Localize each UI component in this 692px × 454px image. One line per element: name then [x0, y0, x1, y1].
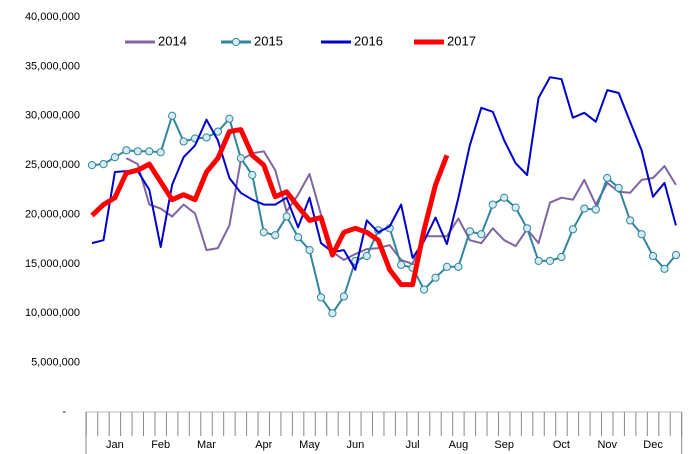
x-tick-label: Oct: [553, 439, 570, 451]
point-marker: [488, 200, 497, 209]
point-marker: [397, 260, 406, 269]
point-marker: [580, 204, 589, 213]
point-marker: [614, 183, 623, 192]
point-marker: [500, 193, 509, 202]
x-tick-label: Feb: [151, 439, 170, 451]
point-marker: [168, 111, 177, 120]
legend-marker: [231, 37, 241, 47]
point-marker: [213, 127, 223, 136]
point-marker: [248, 170, 257, 180]
x-tick-label: Jun: [346, 439, 364, 451]
x-tick-label: May: [299, 439, 320, 451]
point-marker: [557, 252, 566, 262]
point-marker: [99, 160, 108, 169]
y-tick-label: 25,000,000: [25, 159, 80, 171]
x-tick-label: Mar: [197, 439, 216, 451]
point-marker: [328, 309, 337, 318]
point-marker: [236, 154, 245, 163]
point-marker: [442, 262, 452, 271]
point-marker: [534, 256, 543, 266]
legend-label: 2014: [158, 33, 187, 48]
point-marker: [110, 153, 120, 162]
point-marker: [648, 251, 658, 261]
point-marker: [179, 137, 188, 146]
point-marker: [133, 147, 142, 156]
series-line: [90, 127, 450, 288]
y-tick-label: 35,000,000: [25, 60, 80, 72]
y-tick-label: 5,000,000: [31, 357, 80, 369]
series-line: [91, 76, 677, 271]
point-marker: [316, 293, 326, 302]
point-marker: [225, 114, 234, 123]
x-tick-label: Sep: [494, 439, 514, 451]
y-tick-label: 40,000,000: [25, 11, 80, 23]
x-tick-label: Apr: [255, 439, 272, 451]
legend-label: 2016: [354, 33, 383, 48]
point-marker: [294, 233, 303, 242]
y-tick-label: 10,000,000: [25, 307, 80, 319]
series-line: [91, 114, 677, 315]
x-tick-label: Jul: [406, 439, 420, 451]
legend-label: 2017: [447, 33, 476, 48]
point-marker: [122, 146, 131, 155]
x-tick-label: Jan: [106, 439, 124, 451]
y-tick-label: 20,000,000: [25, 208, 80, 220]
y-tick-label: 30,000,000: [25, 110, 80, 122]
point-marker: [603, 173, 612, 183]
point-marker: [145, 147, 154, 156]
point-marker: [568, 225, 578, 234]
x-tick-label: Dec: [643, 439, 663, 451]
point-marker: [591, 205, 600, 214]
point-marker: [271, 231, 280, 240]
y-tick-label: -: [62, 406, 66, 418]
x-tick-label: Nov: [597, 439, 617, 451]
point-marker: [87, 161, 97, 170]
point-marker: [637, 230, 646, 239]
point-marker: [362, 251, 371, 261]
point-marker: [305, 245, 314, 255]
point-marker: [339, 292, 348, 301]
y-tick-label: 15,000,000: [25, 258, 80, 270]
point-marker: [660, 264, 669, 273]
point-marker: [671, 250, 681, 260]
point-marker: [477, 230, 486, 239]
point-marker: [259, 228, 268, 237]
x-tick-label: Aug: [449, 439, 469, 451]
legend-label: 2015: [254, 33, 283, 48]
point-marker: [282, 212, 291, 221]
series-line: [125, 150, 677, 265]
point-marker: [465, 227, 474, 236]
point-marker: [626, 216, 635, 225]
point-marker: [545, 256, 555, 266]
point-marker: [523, 224, 532, 233]
point-marker: [431, 273, 440, 282]
point-marker: [156, 148, 165, 157]
point-marker: [454, 262, 463, 271]
point-marker: [511, 203, 520, 212]
point-marker: [202, 133, 211, 142]
point-marker: [419, 285, 429, 294]
